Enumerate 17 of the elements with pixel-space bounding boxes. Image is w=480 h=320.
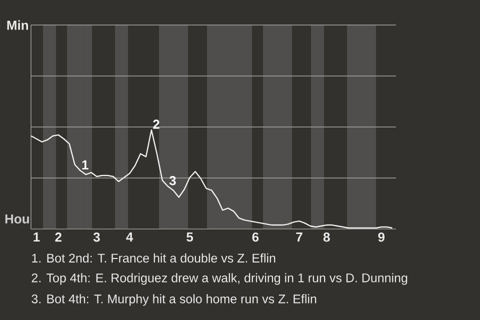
text: 2. Top 4th: E. Rodriguez drew a walk, driving in 1 run vs D. Dunning [32,273,408,285]
text: Min [7,20,28,30]
annotation: 2 [153,120,160,129]
text: 1. Bot 2nd: T. France hit a double vs Z. Eflin [32,253,276,263]
annotation: 1 [82,160,88,170]
x-tick-label: 4 [126,232,134,242]
x-tick-label: 1 [34,232,40,242]
annotation: 3 [169,176,176,186]
x-tick-label: 8 [323,232,330,242]
x-tick-label: 7 [296,232,302,242]
x-tick-label: 9 [378,232,385,242]
text: Hou [5,214,29,224]
x-tick-label: 3 [93,232,100,242]
x-tick-label: 5 [186,232,194,242]
text: 3. Bot 4th: T. Murphy hit a solo home run vs Z. Eflin [32,294,316,306]
x-tick-label: 6 [252,232,259,242]
x-tick-label: 2 [55,232,62,242]
